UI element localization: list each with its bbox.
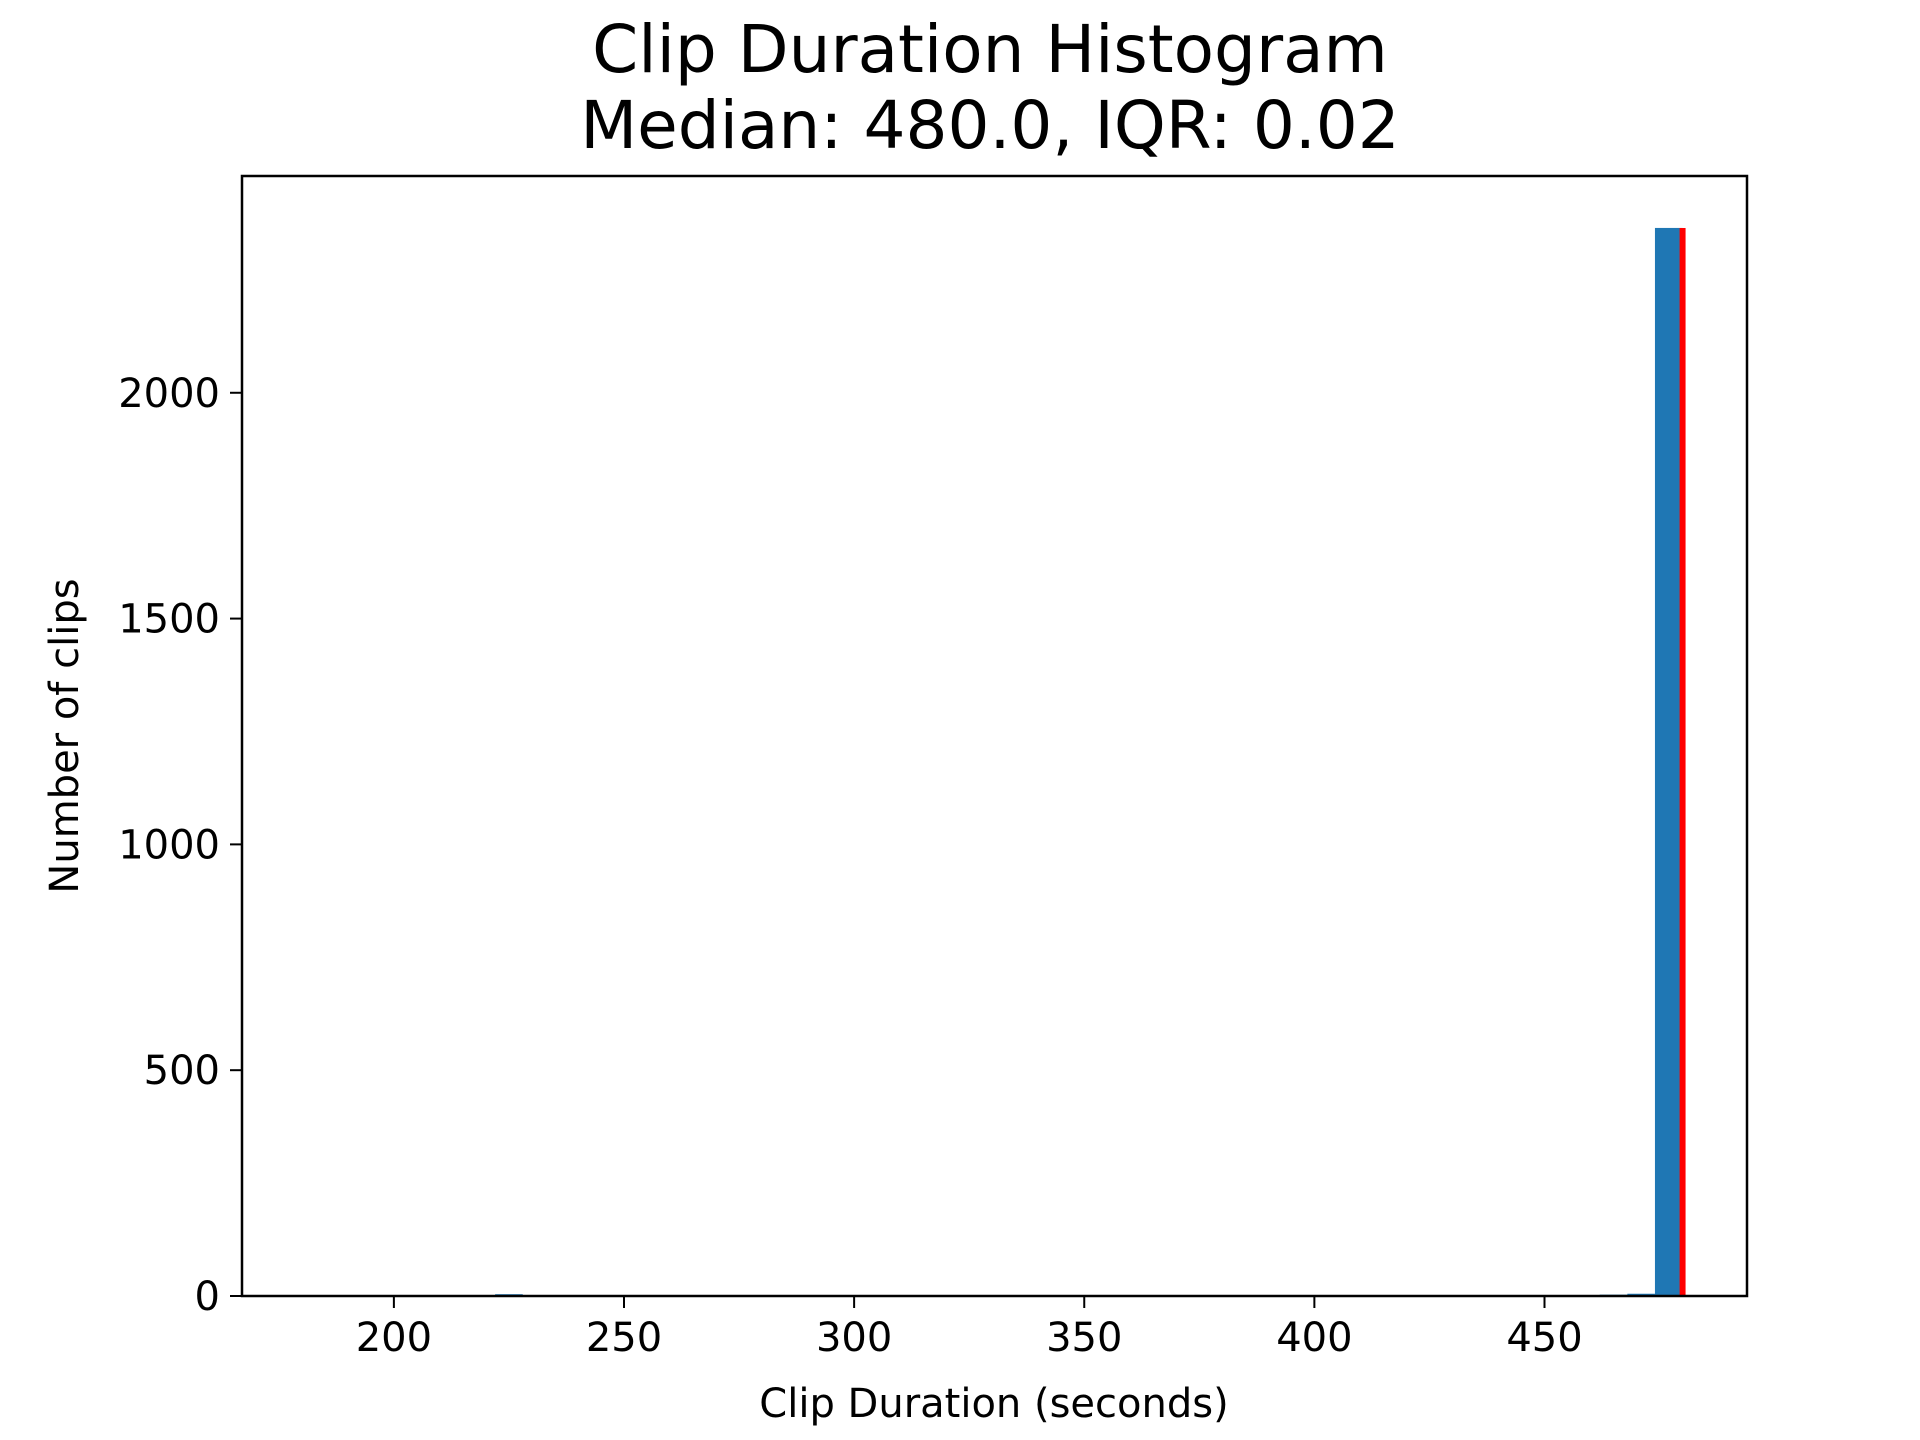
x-tick-label: 400 bbox=[1276, 1315, 1352, 1361]
chart-title-line-1: Clip Duration Histogram bbox=[592, 11, 1388, 88]
y-tick-label: 0 bbox=[195, 1274, 220, 1320]
x-tick-label: 300 bbox=[816, 1315, 892, 1361]
plot-frame bbox=[240, 174, 1749, 1298]
x-tick-label: 350 bbox=[1046, 1315, 1122, 1361]
x-tick-label: 200 bbox=[356, 1315, 432, 1361]
x-tick-label: 250 bbox=[586, 1315, 662, 1361]
bars-layer bbox=[301, 227, 1683, 1297]
x-axis-label: Clip Duration (seconds) bbox=[759, 1381, 1228, 1427]
x-axis: 200 250 300 350 400 450 bbox=[356, 1296, 1583, 1361]
y-tick-label: 1500 bbox=[118, 597, 220, 643]
chart-title-line-2: Median: 480.0, IQR: 0.02 bbox=[580, 87, 1400, 164]
y-tick-label: 500 bbox=[144, 1048, 220, 1094]
x-tick-label: 450 bbox=[1506, 1315, 1582, 1361]
y-tick-label: 2000 bbox=[118, 371, 220, 417]
histogram-bar-19 bbox=[1654, 227, 1683, 1297]
y-axis-label: Number of clips bbox=[42, 578, 88, 893]
y-axis: 0 500 1000 1500 2000 bbox=[118, 371, 242, 1320]
y-tick-label: 1000 bbox=[118, 822, 220, 868]
